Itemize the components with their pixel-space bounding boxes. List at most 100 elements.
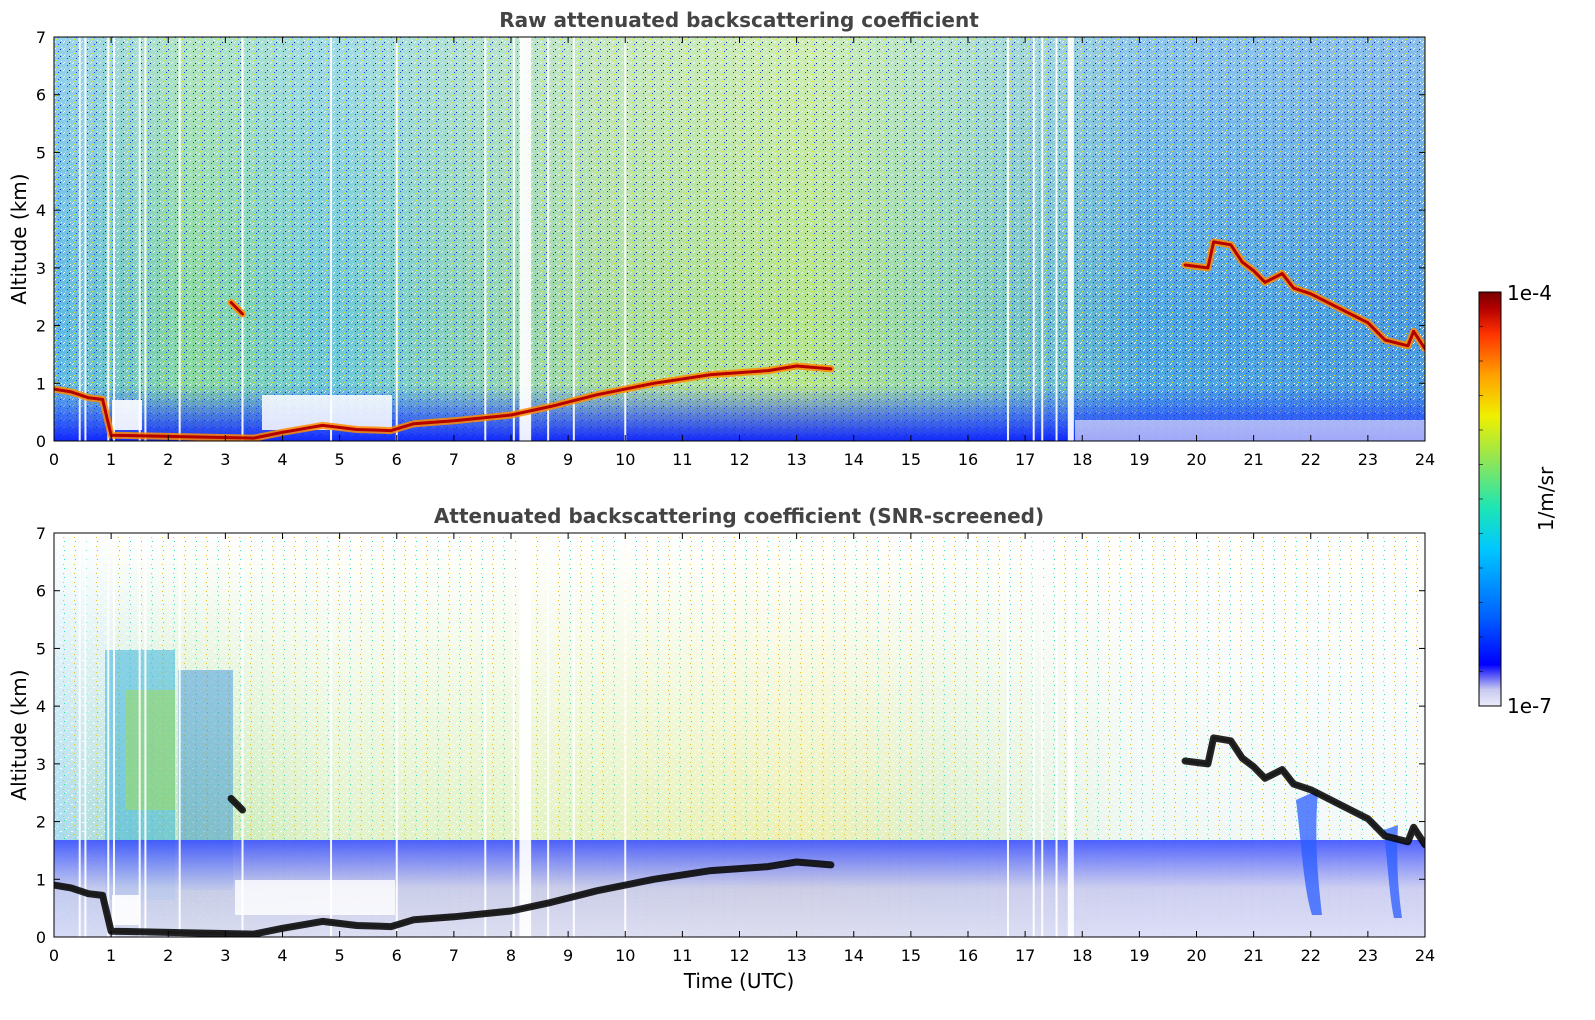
x-axis-label: Time (UTC)	[683, 969, 795, 993]
data-gap	[78, 533, 81, 937]
x-tick-label-screened: 9	[563, 946, 573, 965]
x-tick-label-screened: 22	[1301, 946, 1321, 965]
data-gap	[330, 533, 333, 937]
x-tick-label-raw: 4	[277, 450, 287, 469]
y-tick-label-raw: 3	[36, 259, 46, 278]
x-tick-label-screened: 11	[672, 946, 692, 965]
data-gap	[572, 533, 575, 937]
y-tick-label-raw: 7	[36, 28, 46, 47]
data-gap	[547, 533, 550, 937]
data-gap	[1041, 37, 1044, 441]
layer-cloud_a	[229, 797, 244, 812]
data-gap	[484, 37, 487, 441]
y-tick-label-screened: 0	[36, 928, 46, 947]
data-gap	[330, 37, 333, 441]
x-tick-label-raw: 20	[1186, 450, 1206, 469]
data-gap	[112, 533, 115, 937]
x-tick-label-screened: 6	[392, 946, 402, 965]
layer-cloud_a	[229, 301, 244, 316]
x-tick-label-raw: 5	[335, 450, 345, 469]
data-gap	[107, 37, 110, 441]
y-tick-label-raw: 1	[36, 374, 46, 393]
x-tick-label-raw: 17	[1015, 450, 1035, 469]
data-gap	[519, 37, 526, 441]
x-tick-label-screened: 0	[49, 946, 59, 965]
x-tick-label-raw: 15	[901, 450, 921, 469]
data-gap	[624, 37, 627, 441]
data-gap	[512, 37, 515, 441]
y-tick-label-raw: 0	[36, 432, 46, 451]
x-tick-label-screened: 5	[335, 946, 345, 965]
layer-cloud_b	[1183, 240, 1425, 351]
data-gap	[1055, 37, 1058, 441]
panel-screened: Attenuated backscattering coefficient (S…	[7, 504, 1435, 993]
y-tick-label-screened: 2	[36, 813, 46, 832]
x-tick-label-raw: 3	[220, 450, 230, 469]
x-tick-label-screened: 24	[1415, 946, 1435, 965]
data-gap	[525, 533, 532, 937]
data-gap	[1006, 533, 1009, 937]
data-gap	[1067, 37, 1074, 441]
x-tick-label-raw: 13	[786, 450, 806, 469]
x-tick-label-raw: 16	[958, 450, 978, 469]
x-tick-label-screened: 2	[163, 946, 173, 965]
colorbar-min-label: 1e-7	[1507, 694, 1552, 718]
data-gap	[144, 533, 147, 937]
data-gap	[107, 533, 110, 937]
layer-cloud_b	[1183, 736, 1425, 847]
x-tick-label-raw: 12	[729, 450, 749, 469]
data-gap	[525, 37, 532, 441]
x-tick-label-screened: 14	[844, 946, 864, 965]
data-gap	[84, 533, 87, 937]
data-gap	[624, 533, 627, 937]
x-tick-label-screened: 4	[277, 946, 287, 965]
panel-raw: Raw attenuated backscattering coefficien…	[7, 8, 1435, 469]
x-tick-label-screened: 21	[1243, 946, 1263, 965]
data-gap	[241, 533, 244, 937]
x-tick-label-screened: 15	[901, 946, 921, 965]
data-gap	[1006, 37, 1009, 441]
y-tick-label-raw: 5	[36, 143, 46, 162]
x-tick-label-raw: 23	[1358, 450, 1378, 469]
x-tick-label-screened: 12	[729, 946, 749, 965]
x-tick-label-screened: 3	[220, 946, 230, 965]
x-tick-label-raw: 11	[672, 450, 692, 469]
data-gap	[144, 37, 147, 441]
data-gap	[1055, 533, 1058, 937]
y-axis-label-raw: Altitude (km)	[7, 173, 31, 304]
data-gap	[395, 533, 398, 937]
y-tick-label-screened: 7	[36, 524, 46, 543]
layer-low_layer	[54, 860, 833, 936]
x-tick-label-screened: 13	[786, 946, 806, 965]
x-tick-label-raw: 8	[506, 450, 516, 469]
data-gap	[241, 37, 244, 441]
x-tick-label-screened: 19	[1129, 946, 1149, 965]
x-tick-label-raw: 9	[563, 450, 573, 469]
data-gap	[178, 533, 181, 937]
x-tick-label-raw: 6	[392, 450, 402, 469]
heatmap-screened	[54, 533, 1425, 937]
x-tick-label-raw: 2	[163, 450, 173, 469]
y-axis-label-screened: Altitude (km)	[7, 669, 31, 800]
y-tick-label-screened: 3	[36, 755, 46, 774]
x-tick-label-raw: 10	[615, 450, 635, 469]
y-tick-label-raw: 6	[36, 86, 46, 105]
x-tick-label-screened: 16	[958, 946, 978, 965]
data-gap	[1032, 37, 1035, 441]
data-gap	[78, 37, 81, 441]
x-tick-label-raw: 24	[1415, 450, 1435, 469]
data-gap	[138, 37, 141, 441]
data-gap	[138, 533, 141, 937]
layer-low_layer	[54, 364, 833, 440]
x-tick-label-raw: 0	[49, 450, 59, 469]
y-tick-label-screened: 4	[36, 697, 46, 716]
y-tick-label-screened: 5	[36, 639, 46, 658]
x-tick-label-raw: 18	[1072, 450, 1092, 469]
data-gap	[1041, 533, 1044, 937]
y-tick-label-screened: 6	[36, 582, 46, 601]
x-tick-label-screened: 20	[1186, 946, 1206, 965]
data-gap	[84, 37, 87, 441]
x-tick-label-raw: 22	[1301, 450, 1321, 469]
plot-title-screened: Attenuated backscattering coefficient (S…	[434, 504, 1044, 528]
